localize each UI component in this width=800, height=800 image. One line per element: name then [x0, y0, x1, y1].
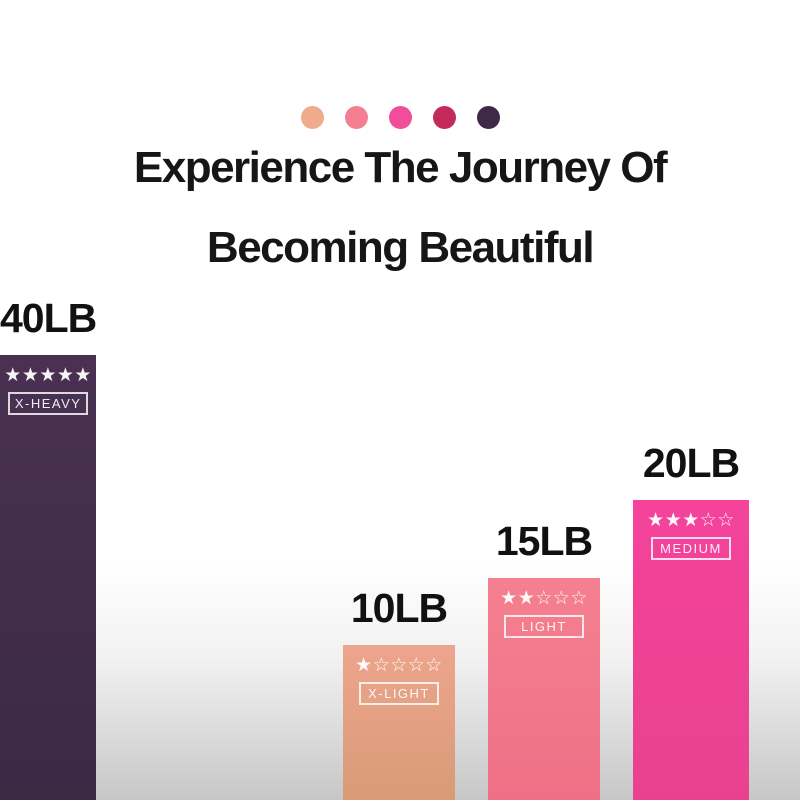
- bar-group-15lb: 15LB ★★☆☆☆ LIGHT: [488, 521, 600, 800]
- level-badge: MEDIUM: [651, 537, 731, 560]
- palette-dot: [476, 106, 500, 129]
- bar-fill: ★★☆☆☆ LIGHT: [488, 578, 600, 800]
- bar-fill: ★★★★★ X-HEAVY: [0, 355, 97, 800]
- level-badge: X-LIGHT: [359, 682, 439, 705]
- palette-dot: [300, 106, 324, 129]
- palette-dot: [344, 106, 368, 129]
- weight-label: 15LB: [495, 518, 593, 564]
- star-rating: ★★☆☆☆: [500, 587, 588, 609]
- bar-fill: ★☆☆☆☆ X-LIGHT: [343, 645, 455, 800]
- star-rating: ★☆☆☆☆: [355, 654, 443, 676]
- page-title: Experience The Journey Of Becoming Beaut…: [0, 146, 800, 270]
- palette-dot: [388, 106, 412, 129]
- star-rating: ★★★☆☆: [647, 509, 735, 531]
- bar-group-10lb: 10LB ★☆☆☆☆ X-LIGHT: [343, 588, 455, 800]
- bar-group-40lb: 40LB ★★★★★ X-HEAVY: [0, 295, 97, 800]
- bar-group-20lb: 20LB ★★★☆☆ MEDIUM: [633, 443, 749, 800]
- bar-fill: ★★★☆☆ MEDIUM: [633, 500, 749, 800]
- page-title-line1: Experience The Journey Of: [133, 143, 668, 192]
- palette-dot: [432, 106, 456, 129]
- color-palette-row: [0, 106, 800, 129]
- level-badge: LIGHT: [504, 615, 584, 638]
- star-rating: ★★★★★: [4, 364, 92, 386]
- weight-label: 40LB: [0, 295, 97, 341]
- page-title-line2: Becoming Beautiful: [206, 223, 595, 272]
- weight-label: 20LB: [642, 440, 740, 486]
- weight-label: 10LB: [350, 585, 448, 631]
- level-badge: X-HEAVY: [8, 392, 89, 415]
